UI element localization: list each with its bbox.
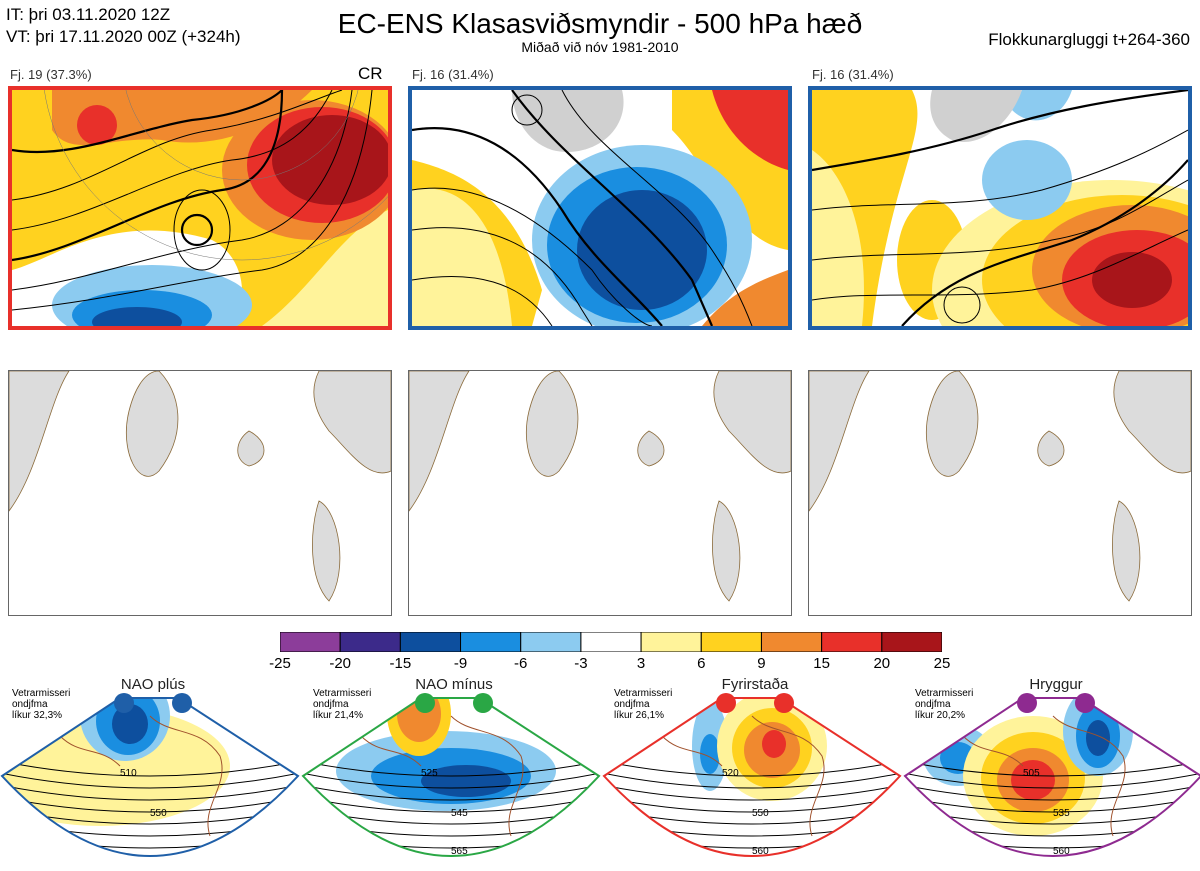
regime-title: NAO plús xyxy=(120,676,186,693)
contour-label: 520 xyxy=(722,768,739,779)
contour-label: 510 xyxy=(120,768,137,779)
regime-note-line: Vetrarmisseri xyxy=(614,688,673,699)
colorbar-swatch xyxy=(339,631,401,653)
initial-time: IT: þri 03.11.2020 12Z xyxy=(6,5,171,24)
empty-map-2 xyxy=(408,370,792,616)
colorbar-swatch xyxy=(700,631,762,653)
colorbar-swatch xyxy=(821,631,883,653)
contour-label: 525 xyxy=(421,768,438,779)
regime-title: NAO mínus xyxy=(415,676,493,693)
regime-note: Vetrarmisseri ondjfma líkur 20,2% xyxy=(915,688,973,721)
regime-note: Vetrarmisseri ondjfma líkur 32,3% xyxy=(12,688,70,721)
regime-marker xyxy=(473,693,493,713)
contour-label: 550 xyxy=(752,808,769,819)
regime-marker xyxy=(716,693,736,713)
colorbar-tick-label: 15 xyxy=(813,655,830,672)
regime-title: Fyrirstaða xyxy=(721,676,789,693)
regime-panel: 510 550 NAO plús Vetrarmisseri ondjfma líkur … xyxy=(0,676,300,871)
regime-note-line: ondjfma xyxy=(915,699,951,710)
colorbar-swatch xyxy=(460,631,522,653)
empty-map-3 xyxy=(808,370,1192,616)
regime-marker xyxy=(1017,693,1037,713)
regime-marker xyxy=(415,693,435,713)
regime-panel: 520 550 560 Fyrirstaða Vetrarmisseri ondjfma l… xyxy=(602,676,902,871)
cluster-2-caption: Fj. 16 (31.4%) xyxy=(412,67,494,82)
regime-note-line: Vetrarmisseri xyxy=(915,688,974,699)
regime-note: Vetrarmisseri ondjfma líkur 21,4% xyxy=(313,688,371,721)
colorbar-tick-label: 25 xyxy=(933,655,951,672)
colorbar-tick-label: 20 xyxy=(873,655,891,672)
regime-note-line: líkur 20,2% xyxy=(915,710,966,721)
regime-note-line: líkur 32,3% xyxy=(12,710,63,721)
regime-note-line: líkur 26,1% xyxy=(614,710,665,721)
colorbar-tick-label: -3 xyxy=(574,655,588,672)
colorbar-swatch xyxy=(640,631,702,653)
regime-marker xyxy=(172,693,192,713)
regime-marker xyxy=(774,693,794,713)
cluster-2-map xyxy=(408,86,792,330)
regime-note-line: Vetrarmisseri xyxy=(12,688,71,699)
cluster-window: Flokkunargluggi t+264-360 xyxy=(988,30,1190,49)
cluster-1-code: CR xyxy=(358,64,383,83)
colorbar-swatch xyxy=(399,631,462,653)
regime-note-line: ondjfma xyxy=(313,699,349,710)
contour-label: 535 xyxy=(1053,808,1070,819)
colorbar-tick-label: -6 xyxy=(514,655,528,672)
regime-panel: 525 545 565 NAO mínus Vetrarmisseri ondjfma lí… xyxy=(301,676,601,871)
regime-title: Hryggur xyxy=(1029,676,1083,693)
colorbar-swatch xyxy=(881,631,943,653)
colorbar-swatch xyxy=(520,631,582,653)
contour-label: 550 xyxy=(150,808,167,819)
cluster-3-map xyxy=(808,86,1192,330)
page-title: EC-ENS Klasasviðsmyndir - 500 hPa hæð xyxy=(337,8,863,39)
regime-note-line: Vetrarmisseri xyxy=(313,688,372,699)
colorbar-tick-label: -25 xyxy=(269,655,291,672)
regime-marker xyxy=(114,693,134,713)
regime-note: Vetrarmisseri ondjfma líkur 26,1% xyxy=(614,688,672,721)
contour-label: 565 xyxy=(451,846,468,857)
contour-label: 560 xyxy=(1053,846,1070,857)
colorbar-tick-label: -15 xyxy=(389,655,412,672)
regime-marker xyxy=(1075,693,1095,713)
colorbar-labels: -25 -20 -15 -9 -6 -3 3 6 9 15 20 25 xyxy=(269,655,950,675)
colorbar-tick-label: -20 xyxy=(329,655,352,672)
cluster-1-map xyxy=(8,86,392,330)
colorbar xyxy=(279,631,943,653)
valid-time: VT: þri 17.11.2020 00Z (+324h) xyxy=(6,27,241,46)
colorbar-swatch xyxy=(279,631,341,653)
regime-note-line: ondjfma xyxy=(12,699,48,710)
colorbar-tick-label: 3 xyxy=(636,655,646,672)
colorbar-tick-label: -9 xyxy=(453,655,468,672)
colorbar-tick-label: 6 xyxy=(697,655,706,672)
regime-note-line: ondjfma xyxy=(614,699,650,710)
contour-label: 545 xyxy=(451,808,468,819)
header-time-info: IT: þri 03.11.2020 12Z VT: þri 17.11.202… xyxy=(6,4,241,48)
regime-note-line: líkur 21,4% xyxy=(313,710,364,721)
colorbar-tick-label: 9 xyxy=(757,655,766,672)
page-subtitle: Miðað við nóv 1981-2010 xyxy=(521,39,679,55)
contour-label: 505 xyxy=(1023,768,1040,779)
cluster-1-caption: Fj. 19 (37.3%) xyxy=(10,67,92,82)
cluster-3-caption: Fj. 16 (31.4%) xyxy=(812,67,894,82)
contour-label: 560 xyxy=(752,846,769,857)
empty-map-1 xyxy=(8,370,392,616)
colorbar-swatch xyxy=(760,631,823,653)
regime-panel: 505 535 560 Hryggur Vetrarmisseri ondjfma líku… xyxy=(903,676,1200,871)
colorbar-swatch xyxy=(580,631,642,653)
